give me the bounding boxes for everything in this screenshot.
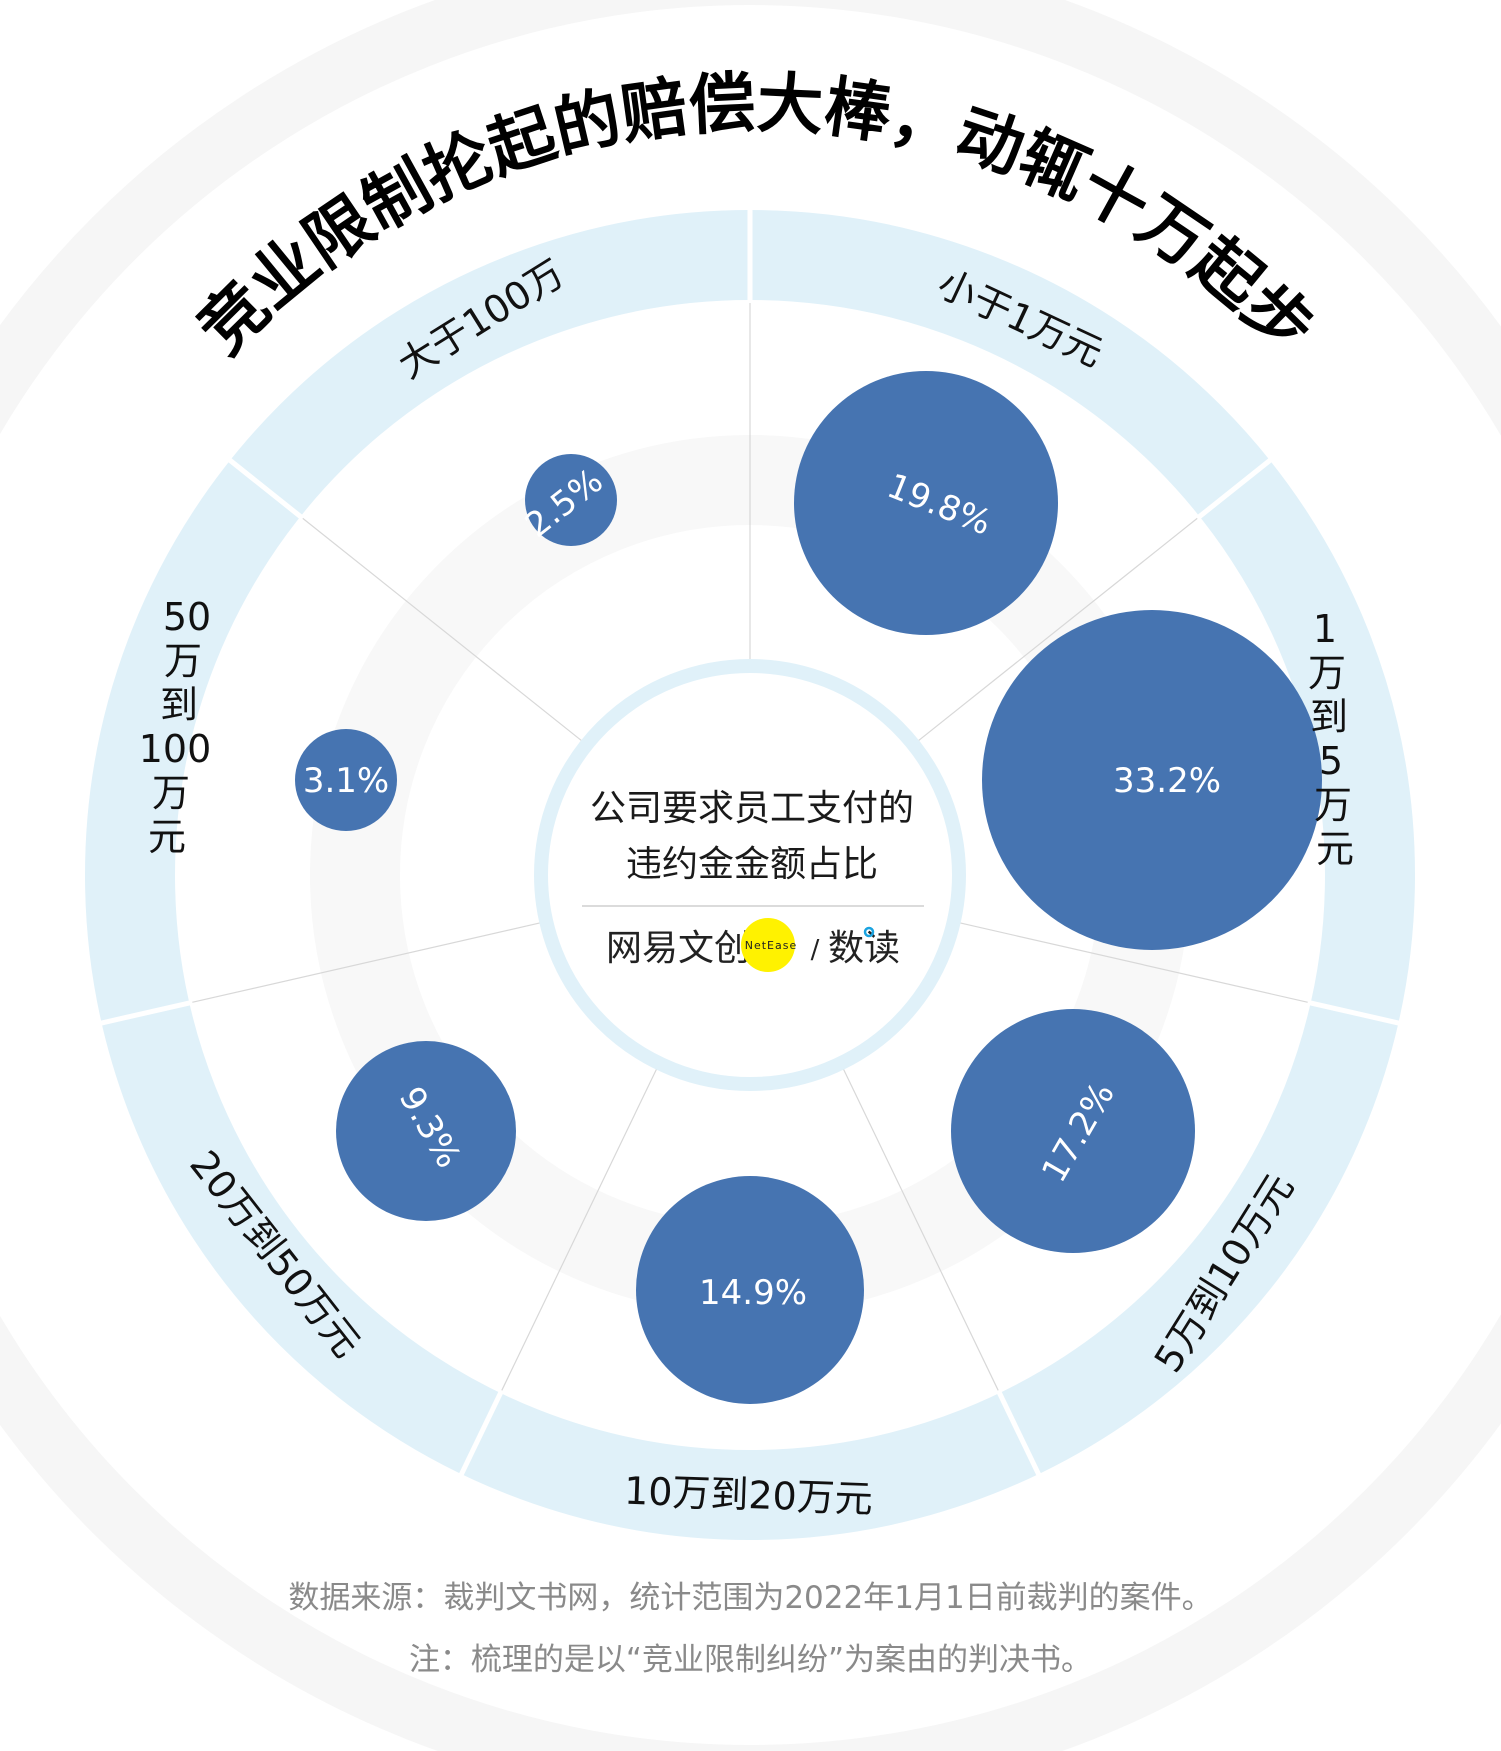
bubble-gt-100w — [525, 454, 617, 546]
center-title-line2: 违约金金额占比 — [626, 844, 878, 885]
ring-gap — [226, 456, 305, 521]
divider-line — [300, 516, 583, 742]
ring-gap — [1307, 999, 1402, 1027]
category-label-part: 50 — [163, 595, 211, 639]
divider-line — [189, 922, 541, 1004]
brand-badge-text: NetEase — [745, 939, 798, 952]
ring-gap — [1195, 456, 1274, 521]
category-label-part: 100 — [139, 727, 212, 771]
divider-line — [499, 1068, 658, 1394]
category-label-part: 万 — [1308, 651, 1346, 695]
value-label: 14.9% — [699, 1273, 807, 1313]
bubble-1w-5w — [982, 610, 1322, 950]
category-label-part: 元 — [1316, 827, 1354, 871]
bubble-50w-100w — [295, 729, 397, 831]
segment-dividers — [98, 207, 1402, 1478]
divider-line — [959, 922, 1311, 1004]
divider-line — [842, 1068, 1001, 1394]
category-label-part: 元 — [148, 815, 186, 859]
shudu-dot-icon — [863, 926, 875, 938]
brand-shudu: 数读 — [828, 928, 900, 969]
bubble-5w-10w — [951, 1009, 1195, 1253]
category-label-part: 万 — [164, 639, 202, 683]
bubble-lt-1w — [794, 371, 1058, 635]
footnote: 注：梳理的是以“竞业限制纠纷”为案由的判决书。 — [408, 1642, 1093, 1678]
ring-gap — [457, 1389, 505, 1478]
category-label: 10万到20万元 — [623, 1469, 873, 1522]
bubbles — [295, 371, 1322, 1404]
center-title-line1: 公司要求员工支付的 — [590, 788, 914, 829]
ring-gap — [995, 1389, 1043, 1478]
brand-separator: / — [811, 935, 820, 965]
category-label-part: 万 — [152, 771, 190, 815]
category-label-part: 1 — [1313, 607, 1337, 651]
bubble-20w-50w — [336, 1041, 516, 1221]
value-label: 33.2% — [1113, 761, 1221, 801]
data-source-note: 数据来源：裁判文书网，统计范围为2022年1月1日前裁判的案件。 — [288, 1580, 1213, 1616]
center-badge — [534, 659, 966, 1091]
divider-line — [917, 516, 1200, 742]
ring-gap — [98, 999, 193, 1027]
netease-badge-icon — [741, 918, 795, 972]
brand-netease-wenchuang: 网易文创 — [606, 928, 750, 969]
bubble-10w-20w — [636, 1176, 864, 1404]
category-label-part: 到 — [1310, 695, 1348, 739]
category-label-part: 5 — [1319, 739, 1343, 783]
value-label: 3.1% — [303, 761, 389, 801]
category-label-part: 万 — [1314, 783, 1352, 827]
category-label-part: 到 — [160, 683, 198, 727]
